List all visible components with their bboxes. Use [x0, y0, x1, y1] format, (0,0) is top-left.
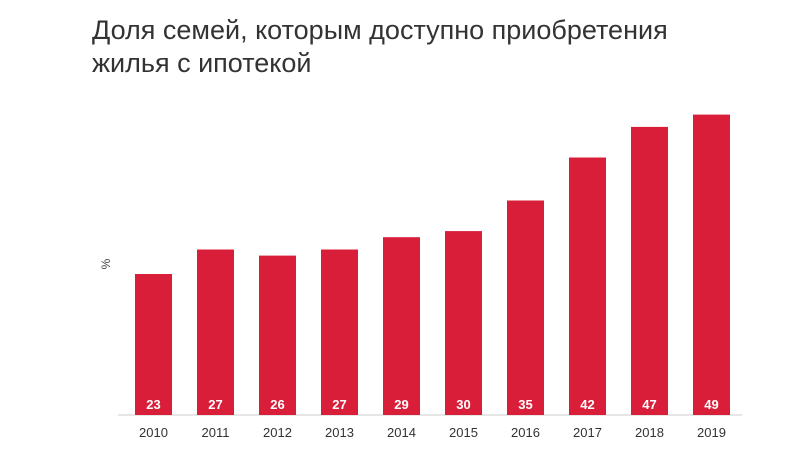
bar-value-label-2014: 29	[394, 397, 408, 412]
bar-value-label-2018: 47	[642, 397, 656, 412]
bar-2013	[321, 249, 358, 415]
bar-value-label-2013: 27	[332, 397, 346, 412]
bar-value-label-2015: 30	[456, 397, 470, 412]
bar-labels-group: 23 27 26 27 29 30 35 42 47 49	[146, 397, 718, 412]
bar-2014	[383, 237, 420, 415]
bar-2012	[259, 255, 296, 415]
bar-2016	[507, 200, 544, 415]
bars-group	[135, 114, 730, 416]
bar-2015	[445, 231, 482, 415]
y-axis-label: %	[99, 258, 113, 269]
bar-2010	[135, 274, 172, 415]
x-tick-label-2018: 2018	[635, 425, 664, 440]
bar-value-label-2016: 35	[518, 397, 532, 412]
x-tick-label-2019: 2019	[697, 425, 726, 440]
bar-value-label-2019: 49	[704, 397, 718, 412]
x-tick-label-2014: 2014	[387, 425, 416, 440]
bar-value-label-2012: 26	[270, 397, 284, 412]
bar-value-label-2017: 42	[580, 397, 594, 412]
bar-2018	[631, 126, 668, 416]
x-tick-labels-group: 2010 2011 2012 2013 2014 2015 2016 2017 2018 2019	[139, 425, 726, 440]
x-tick-label-2011: 2011	[202, 425, 230, 440]
x-tick-label-2016: 2016	[511, 425, 540, 440]
chart-title: Доля семей, которым доступно приобретени…	[92, 15, 668, 78]
x-tick-label-2015: 2015	[449, 425, 478, 440]
bar-value-label-2010: 23	[146, 397, 160, 412]
x-tick-label-2017: 2017	[573, 425, 602, 440]
x-tick-label-2012: 2012	[263, 425, 292, 440]
x-tick-label-2010: 2010	[139, 425, 168, 440]
x-tick-label-2013: 2013	[325, 425, 354, 440]
bar-2017	[569, 157, 606, 415]
bar-value-label-2011: 27	[208, 397, 222, 412]
bar-2019	[693, 114, 730, 415]
bar-2011	[197, 249, 234, 415]
